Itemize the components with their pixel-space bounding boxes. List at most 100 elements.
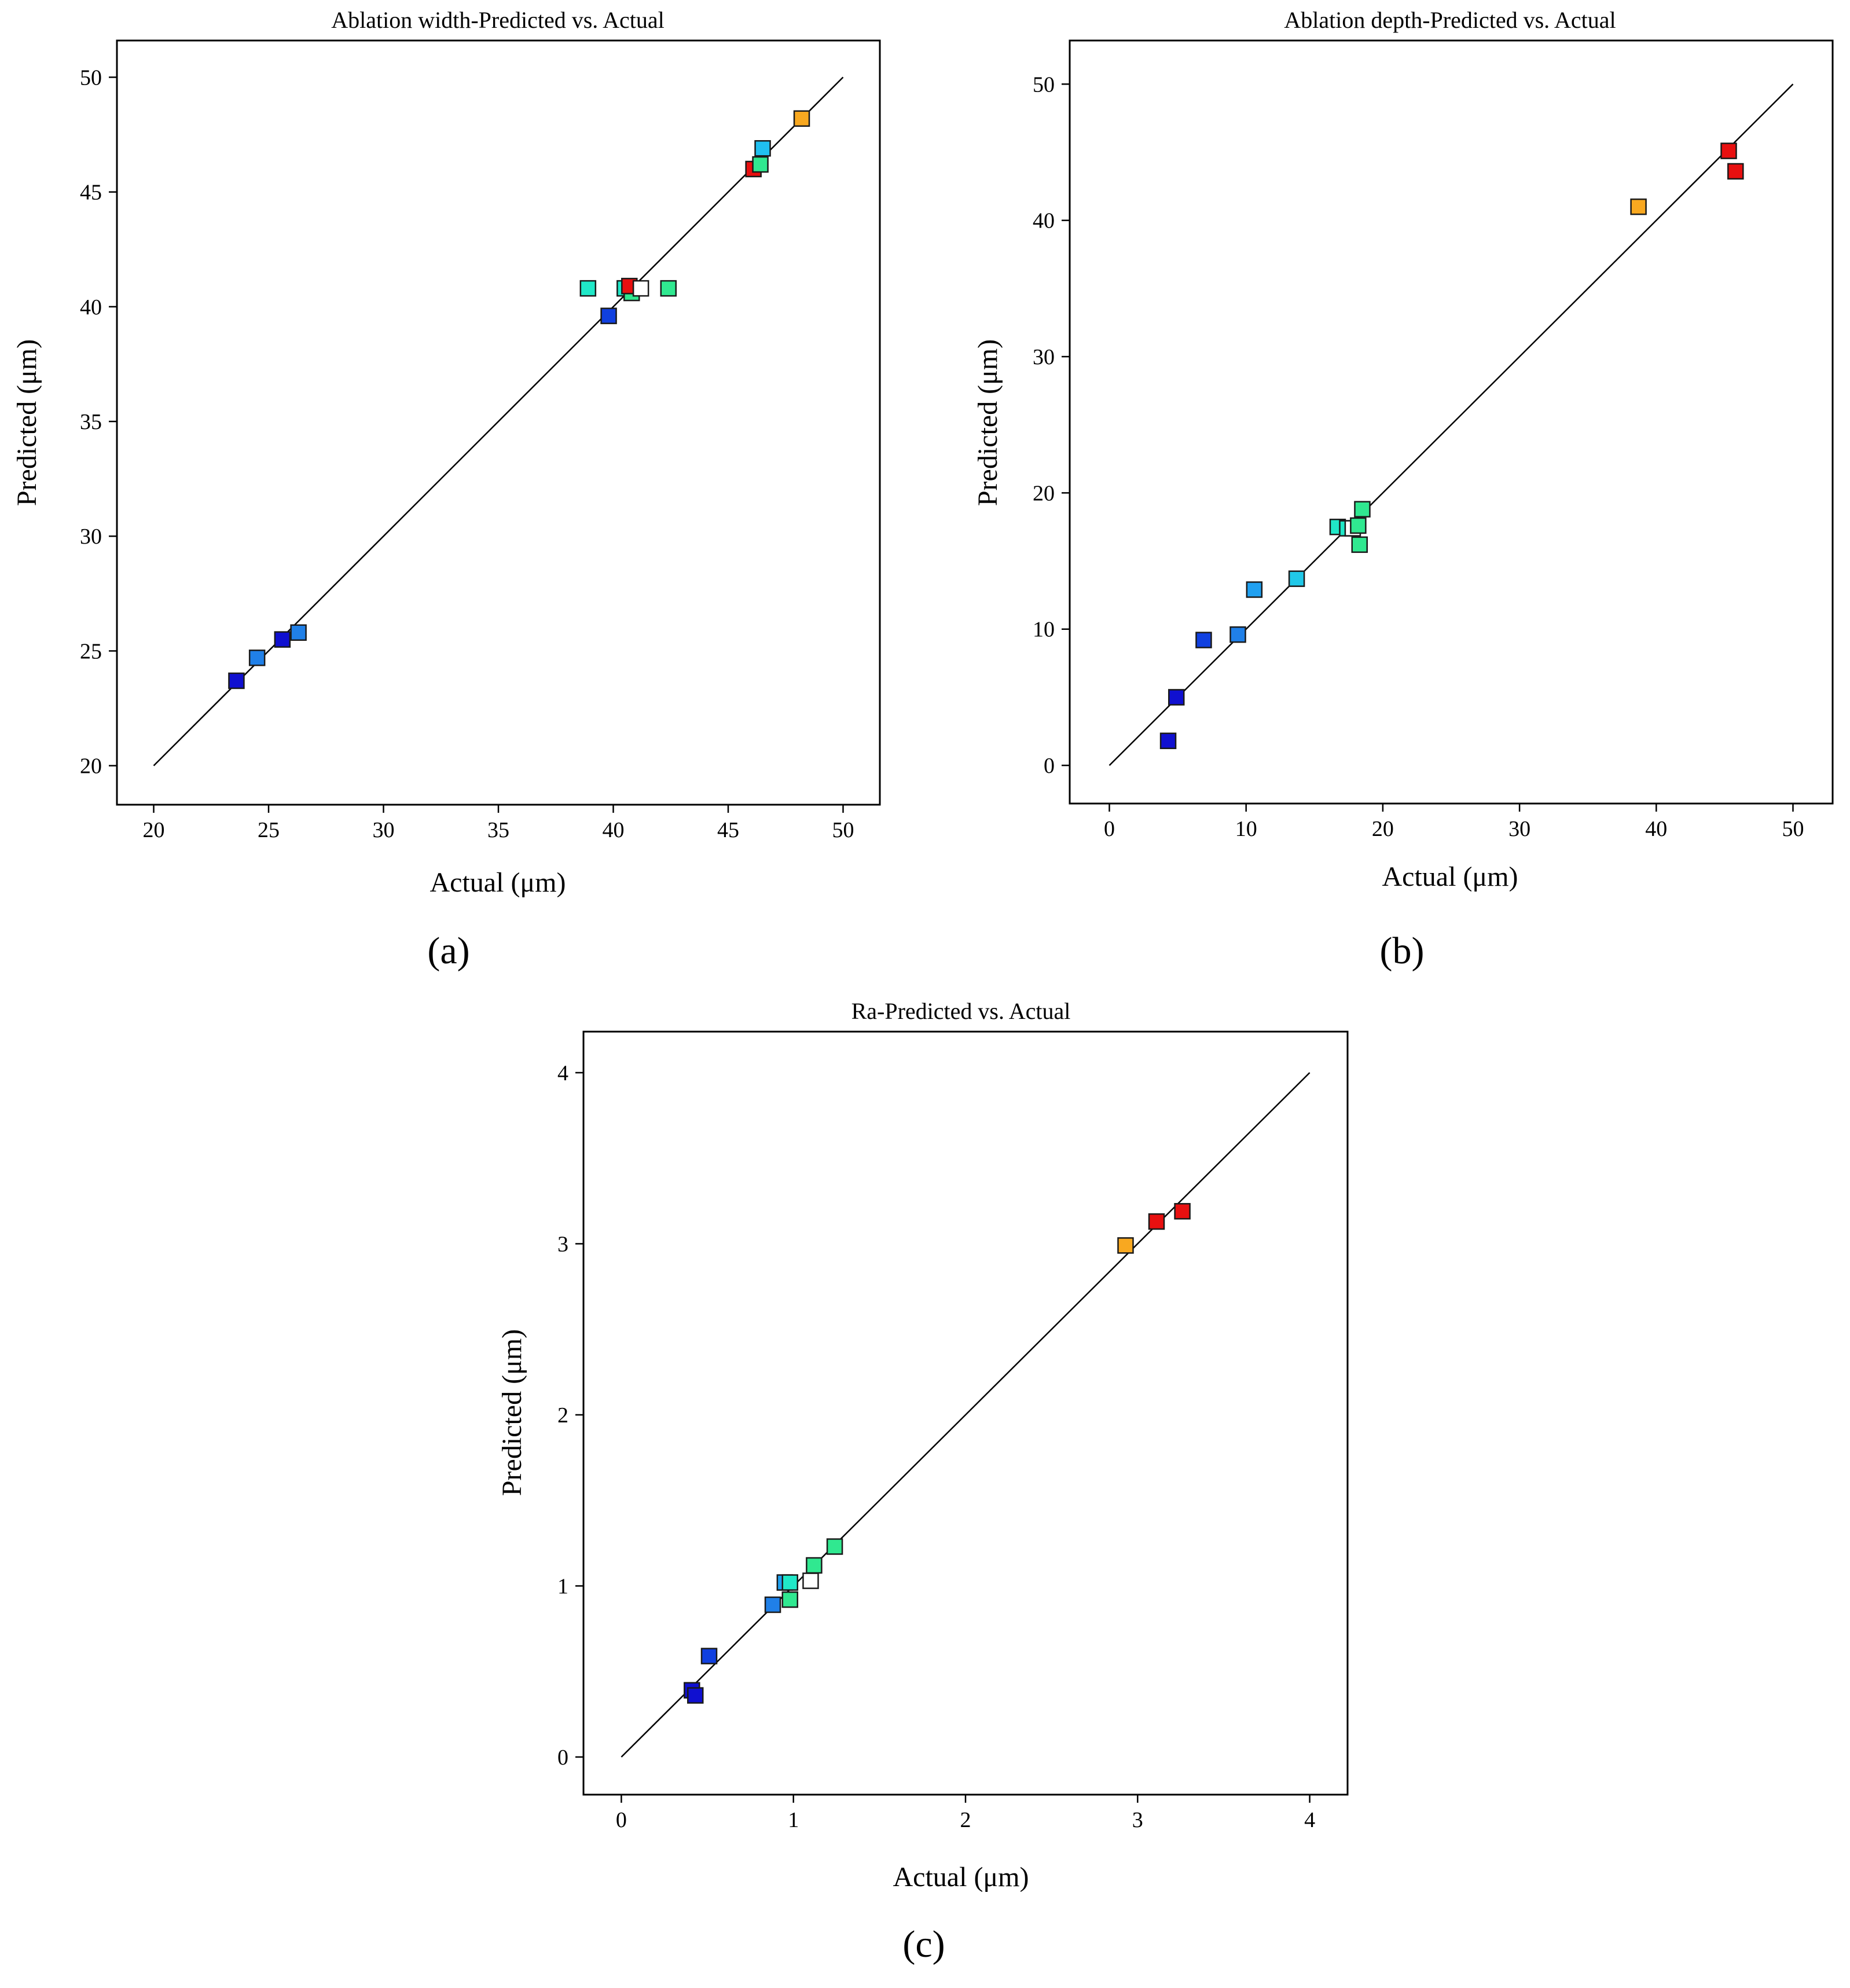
x-tick-label: 2 (960, 1808, 971, 1832)
x-tick-label: 45 (717, 818, 739, 842)
data-point (274, 631, 291, 648)
x-axis-label: Actual (μm) (430, 867, 566, 898)
x-tick-label: 10 (1235, 817, 1257, 841)
x-tick-label: 3 (1132, 1808, 1143, 1832)
y-tick-label: 0 (557, 1745, 568, 1770)
x-tick-label: 30 (1508, 817, 1530, 841)
y-axis-ticks: 0 10 20 30 40 50 (1033, 72, 1070, 778)
y-tick-label: 30 (80, 524, 102, 549)
data-point (1174, 1203, 1191, 1220)
plot-title: Ra-Predicted vs. Actual (851, 998, 1071, 1024)
data-point (1195, 632, 1212, 648)
x-tick-label: 35 (487, 818, 509, 842)
data-point (1727, 163, 1744, 180)
x-tick-label: 40 (602, 818, 624, 842)
y-tick-label: 3 (557, 1232, 568, 1256)
y-tick-label: 30 (1033, 345, 1055, 369)
y-tick-label: 10 (1033, 618, 1055, 642)
data-point (1168, 689, 1185, 706)
x-tick-label: 50 (1782, 817, 1804, 841)
data-point (1148, 1213, 1165, 1230)
y-tick-label: 50 (1033, 72, 1055, 97)
data-point (764, 1596, 781, 1613)
panel-b: Ablation depth-Predicted vs. Actual 0 10 2… (972, 7, 1834, 972)
y-axis-label: Predicted (μm) (497, 1329, 527, 1496)
panel-caption: (b) (1380, 930, 1425, 972)
y-tick-label: 40 (80, 295, 102, 320)
x-axis-ticks: 0 1 2 3 4 (616, 1795, 1315, 1832)
plot-frame (116, 39, 881, 806)
y-tick-label: 0 (1044, 754, 1055, 778)
data-point (752, 156, 769, 173)
data-point (1117, 1237, 1134, 1254)
x-tick-label: 20 (143, 818, 165, 842)
data-point (1246, 581, 1263, 598)
data-point (660, 280, 677, 297)
data-point (1159, 732, 1177, 749)
data-point (1630, 198, 1647, 215)
plot-frame (1069, 39, 1834, 805)
diagonal-line (153, 76, 844, 766)
x-tick-label: 4 (1304, 1808, 1315, 1832)
data-point (1350, 517, 1367, 534)
y-tick-label: 20 (80, 754, 102, 779)
y-tick-label: 2 (557, 1403, 568, 1428)
y-axis-ticks: 0 1 2 3 4 (557, 1061, 583, 1770)
data-point (754, 140, 771, 157)
x-tick-label: 50 (832, 818, 854, 842)
data-point (290, 624, 307, 641)
y-tick-label: 4 (557, 1061, 568, 1085)
data-point (579, 280, 597, 297)
data-points (228, 110, 810, 689)
data-point (1720, 142, 1737, 159)
plot-title: Ablation depth-Predicted vs. Actual (1284, 7, 1616, 33)
data-point (1288, 570, 1305, 587)
panel-c: Ra-Predicted vs. Actual 0 1 2 3 4 0 1 2 3 4 Actu… (497, 998, 1349, 1965)
data-point (700, 1648, 718, 1664)
y-tick-label: 25 (80, 639, 102, 663)
y-tick-label: 40 (1033, 209, 1055, 233)
data-point (781, 1591, 799, 1608)
x-axis-ticks: 0 10 20 30 40 50 (1104, 804, 1804, 841)
y-axis-label: Predicted (μm) (972, 339, 1003, 506)
data-point (600, 307, 617, 324)
y-tick-label: 50 (80, 65, 102, 90)
diagonal-line (1108, 83, 1794, 766)
x-tick-label: 30 (373, 818, 395, 842)
y-tick-label: 1 (557, 1574, 568, 1598)
panel-caption: (a) (427, 930, 469, 972)
plot-title: Ablation width-Predicted vs. Actual (331, 7, 664, 33)
panel-caption: (c) (902, 1923, 945, 1965)
data-points (684, 1203, 1191, 1704)
data-point (1229, 626, 1246, 643)
x-axis-label: Actual (μm) (893, 1862, 1029, 1892)
x-axis-ticks: 20 25 30 35 40 45 50 (143, 805, 854, 842)
x-tick-label: 40 (1645, 817, 1667, 841)
data-point (826, 1538, 843, 1555)
data-point (1354, 501, 1371, 518)
plot-frame (582, 1030, 1349, 1796)
data-point (793, 110, 810, 127)
data-point (248, 650, 266, 666)
x-tick-label: 0 (616, 1808, 627, 1832)
data-point (781, 1574, 799, 1591)
x-axis-label: Actual (μm) (1382, 861, 1518, 892)
panel-a: Ablation width-Predicted vs. Actual 20 25… (12, 7, 881, 972)
data-point (1351, 536, 1368, 553)
data-point (687, 1687, 704, 1704)
data-point (228, 672, 245, 689)
data-point (632, 280, 649, 297)
diagonal-line (621, 1072, 1311, 1758)
y-axis-label: Predicted (μm) (12, 339, 42, 506)
data-point (802, 1572, 819, 1589)
x-tick-label: 25 (258, 818, 280, 842)
y-tick-label: 45 (80, 181, 102, 205)
data-points (1159, 142, 1744, 749)
x-tick-label: 20 (1372, 817, 1394, 841)
data-point (806, 1557, 823, 1574)
y-tick-label: 20 (1033, 481, 1055, 505)
x-tick-label: 1 (788, 1808, 799, 1832)
y-tick-label: 35 (80, 410, 102, 434)
y-axis-ticks: 20 25 30 35 40 45 50 (80, 65, 117, 779)
